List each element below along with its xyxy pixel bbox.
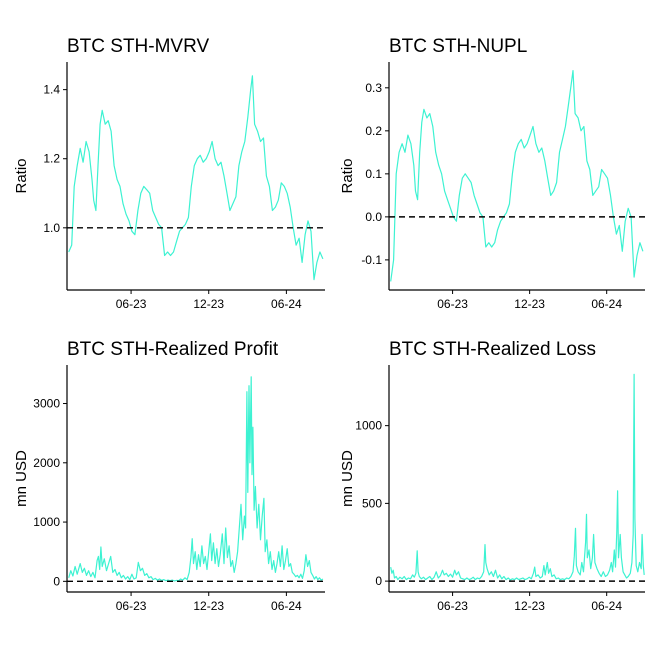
chart-title: BTC STH-MVRV xyxy=(67,36,209,57)
chart-title: BTC STH-Realized Loss xyxy=(389,339,596,360)
y-tick-label: 2000 xyxy=(33,456,60,470)
y-tick-label: 3000 xyxy=(33,397,60,411)
chart-title: BTC STH-NUPL xyxy=(389,36,527,57)
series-line xyxy=(390,70,644,282)
x-tick-label: 06-24 xyxy=(591,297,622,311)
y-tick-label: 0 xyxy=(53,574,60,588)
y-tick-label: 1000 xyxy=(355,419,382,433)
y-tick-label: 1.4 xyxy=(43,83,60,97)
y-tick-label: 0.2 xyxy=(365,124,382,138)
y-tick-label: -0.1 xyxy=(361,253,382,267)
series-line xyxy=(68,376,324,582)
x-tick-label: 06-23 xyxy=(116,599,147,613)
chart-panel-3: BTC STH-Realized Profit mn USD 0 1000 2000 30… xyxy=(13,339,325,613)
y-tick-label: 0.0 xyxy=(365,210,382,224)
chart-panel-2: BTC STH-NUPL Ratio -0.1 0.0 0.1 0.2 0.3 06-23 12… xyxy=(339,36,645,311)
y-tick-label: 1000 xyxy=(33,515,60,529)
y-axis-label: Ratio xyxy=(339,158,356,193)
y-tick-label: 1.2 xyxy=(43,152,60,166)
x-tick-label: 12-23 xyxy=(514,297,545,311)
chart-title: BTC STH-Realized Profit xyxy=(67,339,279,360)
y-tick-label: 0.3 xyxy=(365,81,382,95)
y-axis-label: Ratio xyxy=(13,158,30,193)
y-tick-label: 1.0 xyxy=(43,221,60,235)
chart-panel-1: BTC STH-MVRV Ratio 1.0 1.2 1.4 06-23 12-23 06-2… xyxy=(13,36,325,311)
x-tick-label: 06-24 xyxy=(271,599,302,613)
y-tick-label: 0.1 xyxy=(365,167,382,181)
x-tick-label: 06-24 xyxy=(271,297,302,311)
x-tick-label: 06-23 xyxy=(116,297,147,311)
x-tick-label: 06-24 xyxy=(591,599,622,613)
chart-panel-4: BTC STH-Realized Loss mn USD 0 500 1000 06-23… xyxy=(339,339,645,613)
x-tick-label: 06-23 xyxy=(437,297,468,311)
y-tick-label: 500 xyxy=(362,496,382,510)
series-line xyxy=(390,373,645,581)
y-axis-label: mn USD xyxy=(339,450,356,507)
x-tick-label: 12-23 xyxy=(514,599,545,613)
y-tick-label: 0 xyxy=(375,574,382,588)
x-tick-label: 12-23 xyxy=(193,297,224,311)
x-tick-label: 12-23 xyxy=(193,599,224,613)
x-tick-label: 06-23 xyxy=(437,599,468,613)
series-line xyxy=(68,75,324,281)
y-axis-label: mn USD xyxy=(13,450,30,507)
